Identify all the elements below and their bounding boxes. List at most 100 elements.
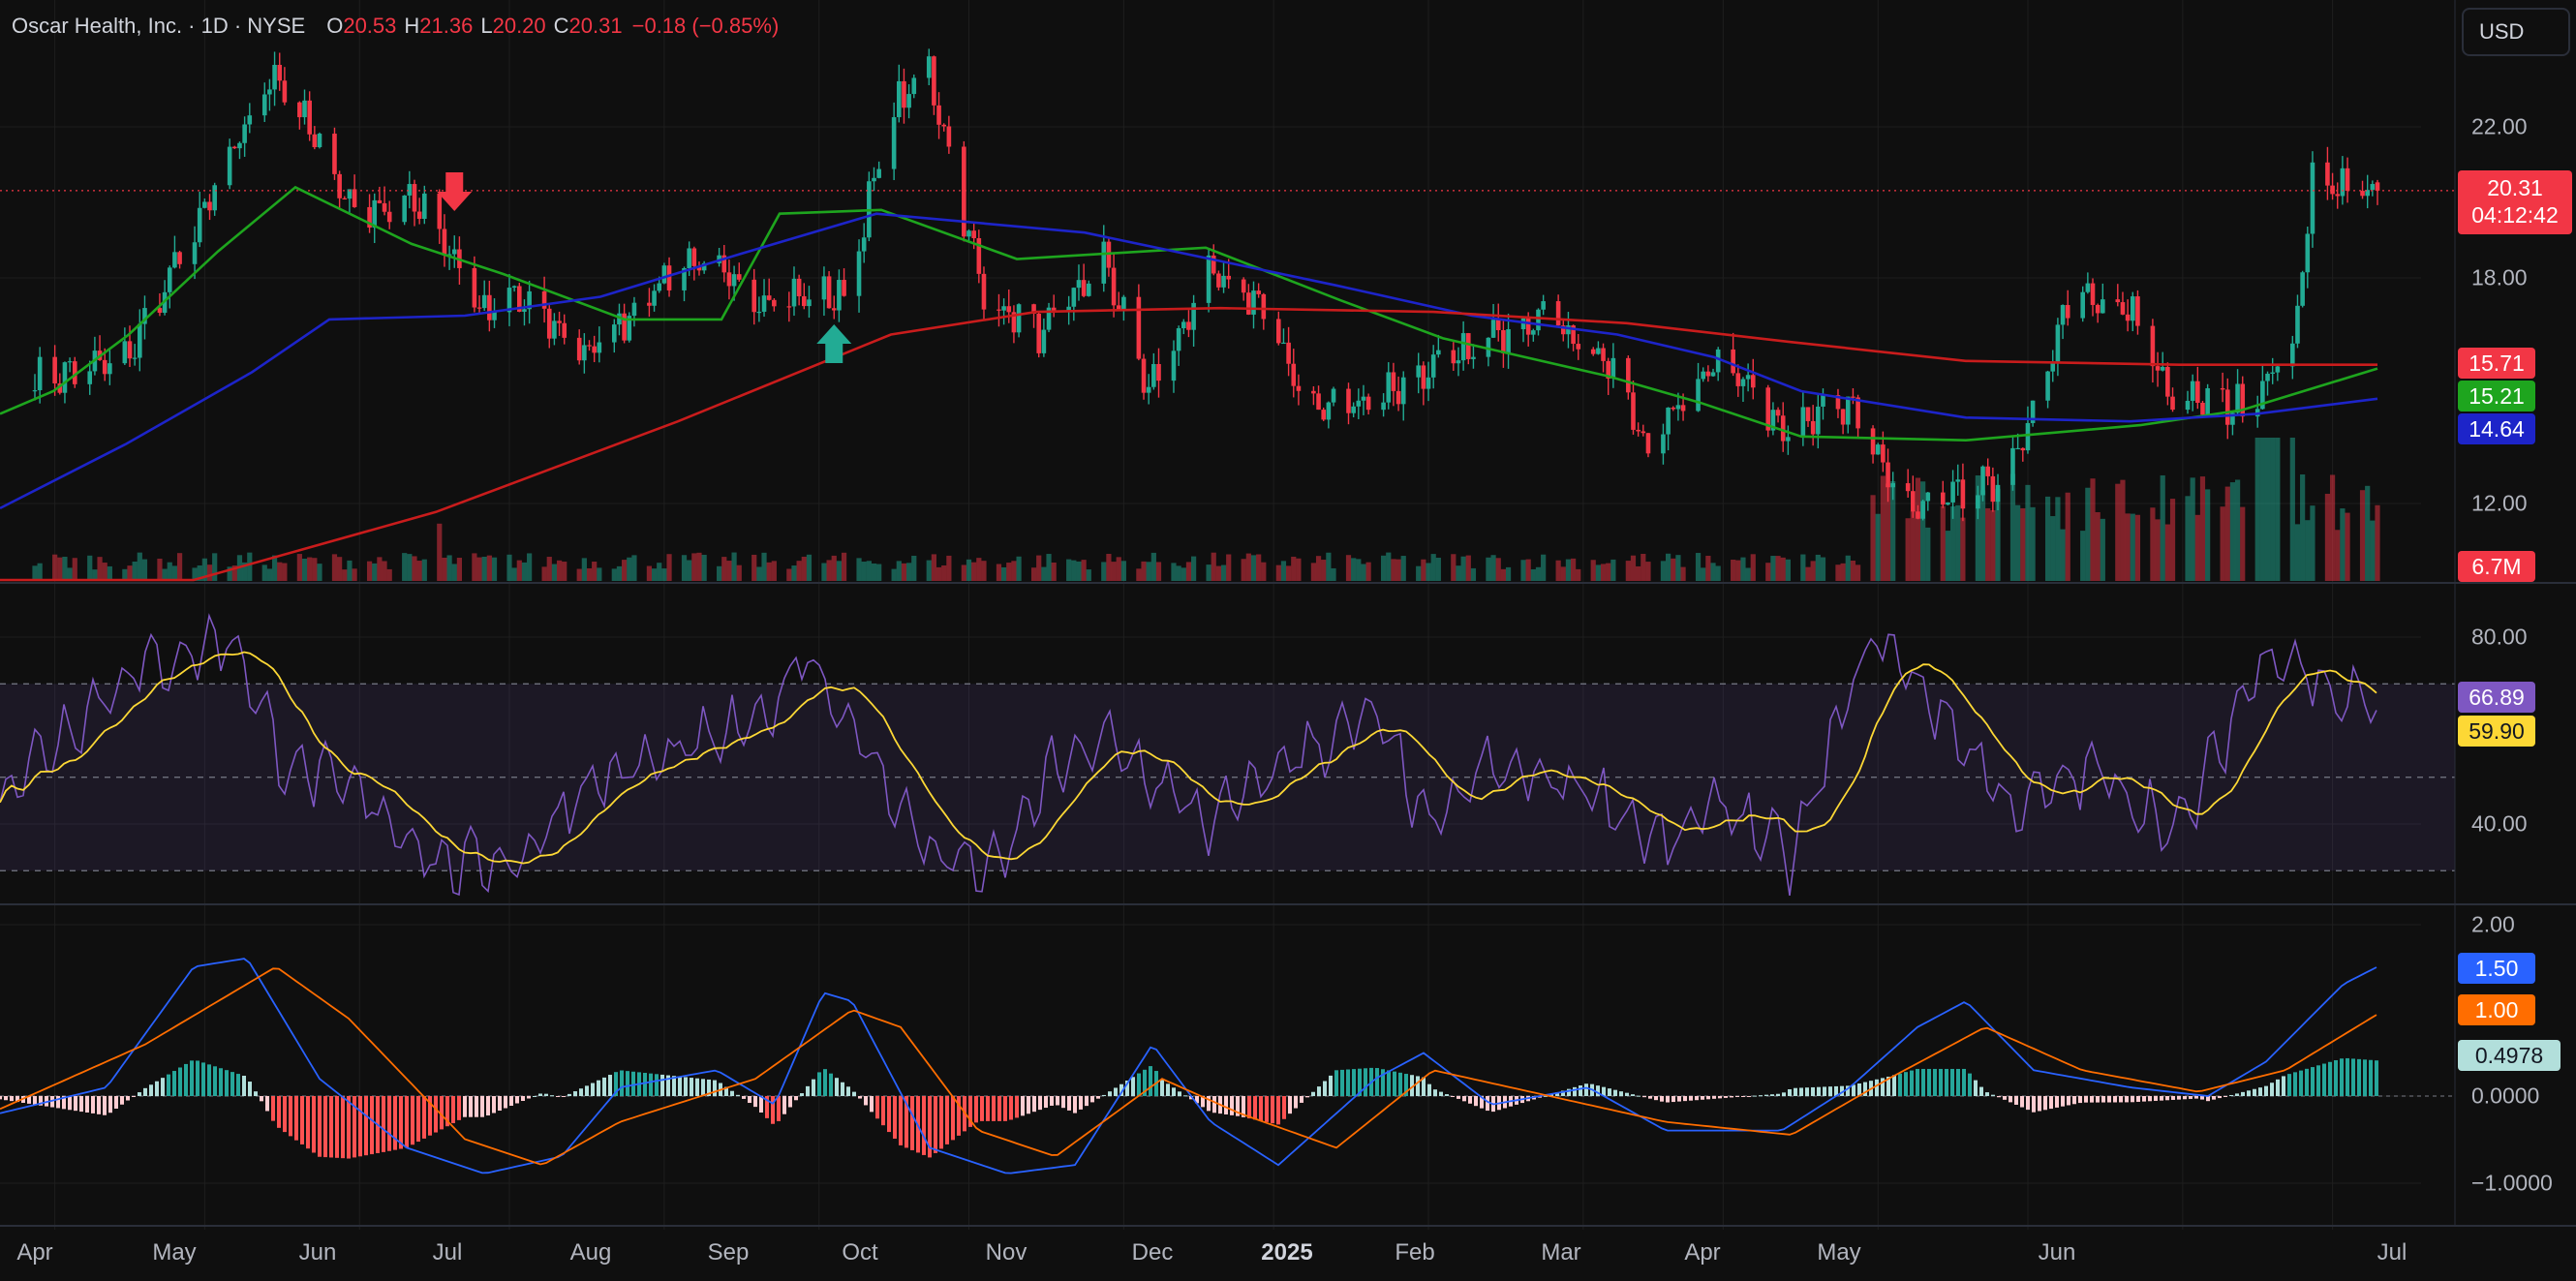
volume-bar <box>201 558 207 581</box>
macd-histogram-bar <box>1701 1096 1704 1100</box>
volume-bar <box>331 554 338 581</box>
macd-histogram-bar <box>1654 1096 1658 1101</box>
candle <box>1465 333 1471 359</box>
macd-histogram-bar <box>1544 1095 1548 1097</box>
volume-bar <box>1995 488 2001 581</box>
candle <box>492 312 497 320</box>
candle <box>997 309 1001 311</box>
pane-dividers <box>0 0 2576 1227</box>
macd-histogram-bar <box>457 1096 461 1120</box>
candle <box>2135 296 2140 326</box>
volume-bar <box>1770 556 1776 581</box>
currency-button[interactable]: USD <box>2462 8 2570 56</box>
candle <box>902 80 906 108</box>
candle <box>377 199 383 203</box>
candle <box>1810 420 1816 435</box>
candle <box>517 286 522 312</box>
macd-histogram-bar <box>230 1072 234 1096</box>
macd-histogram-bar <box>422 1096 426 1139</box>
volume-bar <box>2194 514 2200 581</box>
volume-bar <box>1840 563 1846 581</box>
candle <box>962 146 966 237</box>
volume-bar <box>1555 560 1561 581</box>
last-price: 20.31 <box>2487 175 2543 200</box>
volume-bar <box>1261 562 1267 581</box>
candle <box>1980 466 1985 496</box>
macd-histogram-bar <box>573 1091 577 1096</box>
macd-histogram-bar <box>1997 1096 2001 1098</box>
sma-line <box>0 185 2378 442</box>
candle <box>2125 314 2131 321</box>
sma-blue-tag: 14.64 <box>2458 413 2535 444</box>
macd-histogram-bar <box>1230 1096 1234 1115</box>
macd-histogram-bar <box>1305 1096 1309 1098</box>
volume-bar <box>1665 553 1671 581</box>
macd-histogram-bar <box>1050 1096 1054 1106</box>
macd-histogram-bar <box>765 1096 769 1118</box>
volume-bar <box>866 561 872 581</box>
volume-bar <box>1990 509 1996 581</box>
macd-histogram-bar <box>1445 1094 1449 1096</box>
volume-bar <box>1701 567 1706 581</box>
macd-histogram-bar <box>353 1096 356 1158</box>
volume-bar <box>1331 567 1336 581</box>
candle <box>1451 350 1457 364</box>
candle <box>386 211 392 223</box>
macd-histogram-bar <box>469 1096 473 1117</box>
volume-bar <box>242 562 248 581</box>
macd-histogram-bar <box>986 1096 990 1121</box>
macd-histogram-bar <box>2038 1096 2041 1112</box>
volume-bar <box>546 557 552 581</box>
volume-bar <box>896 561 902 581</box>
macd-histogram-bar <box>143 1087 147 1096</box>
macd-histogram-bar <box>841 1082 844 1096</box>
macd-histogram-bar <box>1602 1086 1606 1096</box>
macd-histogram-bar <box>1950 1068 1954 1096</box>
volume-bar <box>352 568 357 581</box>
candle <box>891 117 897 169</box>
candle <box>1775 410 1781 416</box>
macd-histogram-bar <box>167 1074 170 1096</box>
macd-histogram-bar <box>2165 1096 2169 1101</box>
candle <box>926 56 932 78</box>
volume-bar <box>2310 505 2315 581</box>
candle <box>1400 377 1406 405</box>
candle <box>1241 279 1246 293</box>
volume-bar <box>1490 555 1496 581</box>
time-axis-label: Mar <box>1541 1239 1581 1266</box>
volume-bar <box>2220 506 2225 581</box>
macd-histogram-bar <box>277 1096 281 1128</box>
candle <box>1111 267 1117 306</box>
macd-histogram-bar <box>62 1096 66 1110</box>
volume-bar <box>646 565 653 581</box>
volume-bar <box>2270 438 2276 581</box>
candle <box>1890 483 1895 488</box>
macd-histogram-bar <box>875 1096 879 1119</box>
rsi-background <box>0 684 2455 871</box>
volume-bar <box>1535 566 1542 581</box>
volume-bar <box>521 562 528 581</box>
volume-bar <box>1296 558 1302 581</box>
candle <box>1610 357 1616 379</box>
volume-bar <box>551 564 558 581</box>
volume-bar <box>1745 567 1751 581</box>
volume-bar <box>72 558 77 581</box>
candle <box>696 265 702 271</box>
candle <box>2010 447 2015 485</box>
macd-histogram-bar <box>753 1096 757 1108</box>
candle <box>1486 337 1491 357</box>
candle <box>1675 405 1681 410</box>
candle <box>1731 349 1735 374</box>
open-value: 20.53 <box>343 14 397 38</box>
volume-bar <box>261 564 267 581</box>
candle <box>1191 302 1196 330</box>
macd-histogram-bar <box>265 1096 269 1112</box>
volume-bar <box>1120 561 1126 581</box>
candle <box>2270 372 2275 374</box>
volume-bar <box>1220 564 1227 581</box>
symbol-name[interactable]: Oscar Health, Inc. · 1D · NYSE <box>12 14 306 38</box>
candle <box>1596 348 1601 354</box>
candle <box>261 94 267 116</box>
candle <box>342 198 348 199</box>
